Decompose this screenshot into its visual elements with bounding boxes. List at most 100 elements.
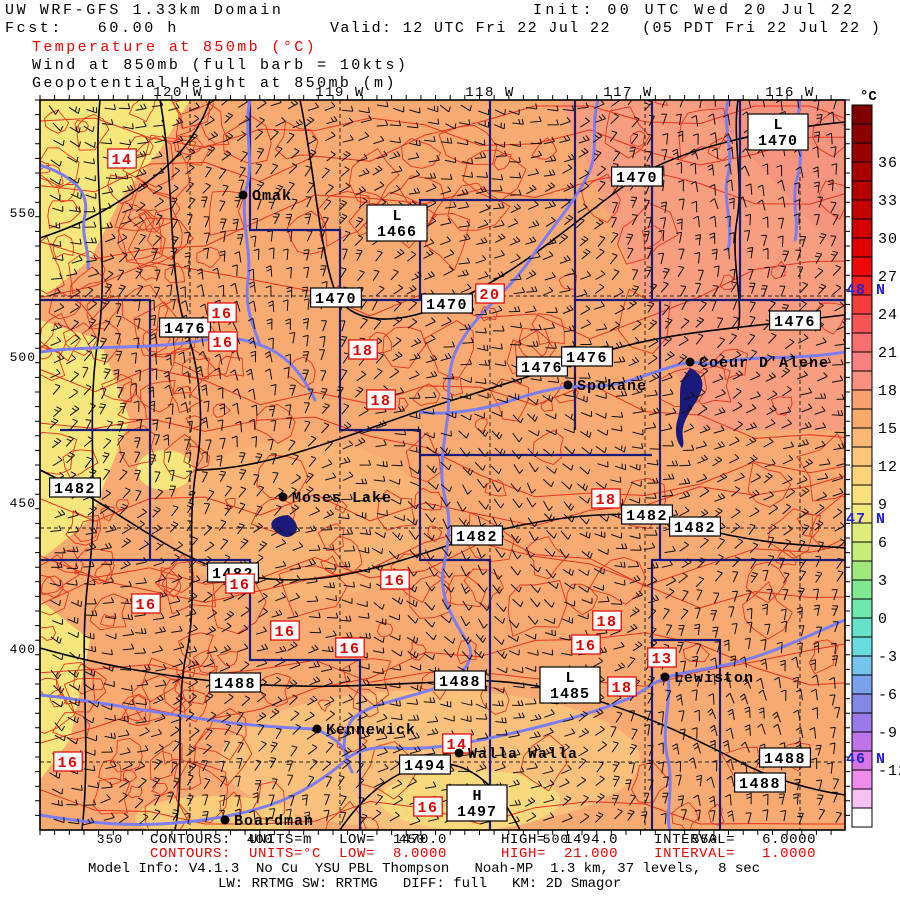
height-label: 1470 (310, 287, 363, 308)
colorbar-tick-label: 33 (878, 193, 898, 210)
city-name: Coeur D'Alene (699, 355, 829, 372)
county-border (650, 100, 662, 830)
svg-text:16: 16 (575, 638, 596, 655)
colorbar-cell (851, 256, 873, 277)
city-dot (685, 357, 695, 367)
svg-text:1466: 1466 (377, 224, 417, 241)
colorbar-cell (851, 769, 873, 790)
svg-text:1488: 1488 (764, 751, 806, 768)
height-contour (40, 100, 211, 239)
colorbar-tick-label: 12 (878, 459, 898, 476)
temp-label: 16 (208, 331, 238, 352)
svg-text:16: 16 (212, 335, 233, 352)
colorbar-tick-label: 6 (878, 535, 888, 552)
city-name: Spokane (577, 378, 647, 395)
model-info: Model Info: V4.1.3 No Cu YSU PBL Thompso… (88, 861, 761, 877)
svg-text:16: 16 (339, 641, 360, 658)
legend-temperature: Temperature at 850mb (°C) (32, 39, 318, 56)
city-name: Lewiston (674, 670, 754, 687)
colorbar-tick-label: -3 (878, 649, 898, 666)
svg-text:16: 16 (384, 573, 405, 590)
init-time: Init: 00 UTC Wed 20 Jul 22 (533, 2, 856, 19)
city-dot (312, 724, 322, 734)
svg-text:18: 18 (595, 492, 616, 509)
colorbar-tick-label: 3 (878, 573, 888, 590)
colorbar-cell (851, 731, 873, 752)
height-label: 1488 (209, 672, 262, 693)
county-border (652, 638, 722, 830)
colorbar-tick-label: 21 (878, 345, 898, 362)
y-grid-label: 500 (10, 350, 36, 365)
city-dot (660, 672, 670, 682)
city-dot (238, 190, 248, 200)
wind-barbs (48, 100, 845, 826)
river (418, 350, 845, 415)
colorbar-tick-label: 15 (878, 421, 898, 438)
colorbar-cell (851, 693, 873, 714)
colorbar-cell (851, 313, 873, 334)
lon-label: 118 W (465, 85, 515, 101)
colorbar-cell (851, 560, 873, 581)
city-name: Walla Walla (468, 746, 578, 763)
map-frame (39, 99, 846, 831)
svg-text:18: 18 (370, 393, 391, 410)
axis-ticks (35, 95, 850, 835)
colorbar-tick-label: 9 (878, 497, 888, 514)
height-label: 1476 (560, 346, 613, 367)
lat-label: 48 N (846, 282, 886, 299)
river (40, 756, 350, 827)
city-marker: Omak (238, 188, 291, 205)
colorbar-cell (851, 370, 873, 391)
colorbar-cell (851, 465, 873, 486)
height-label: 1494 (399, 754, 452, 775)
svg-text:1488: 1488 (739, 776, 781, 793)
colorbar-tick-label: 36 (878, 155, 898, 172)
svg-text:L: L (392, 208, 401, 225)
colorbar-cell (851, 142, 873, 163)
svg-text:16: 16 (274, 624, 295, 641)
city-marker: Kennewick (312, 722, 415, 739)
contour-info-temperature: CONTOURS: UNITS=°C LOW= 8.0000 HIGH= 21.… (150, 846, 817, 862)
county-border (488, 100, 577, 202)
colorbar-units: °C (860, 89, 877, 105)
svg-text:13: 13 (651, 651, 672, 668)
svg-text:1488: 1488 (439, 674, 481, 691)
colorbar-tick-label: 30 (878, 231, 898, 248)
temp-label: 20 (475, 283, 505, 304)
svg-text:1470: 1470 (758, 133, 798, 150)
svg-text:1476: 1476 (566, 350, 608, 367)
svg-text:16: 16 (211, 306, 232, 323)
svg-text:16: 16 (229, 577, 250, 594)
cool-terrain-patch (40, 600, 90, 780)
colorbar-cell (851, 389, 873, 410)
svg-text:16: 16 (135, 597, 156, 614)
y-grid-label: 450 (10, 496, 36, 511)
svg-text:1476: 1476 (521, 360, 563, 377)
colorbar-cell (851, 541, 873, 562)
temp-label: 16 (413, 796, 443, 817)
colorbar-cell (851, 332, 873, 353)
cool-terrain-patch (40, 320, 130, 560)
city-marker: Lewiston (660, 670, 754, 687)
colorbar-cell (851, 408, 873, 429)
temp-label: 16 (571, 634, 601, 655)
svg-text:20: 20 (479, 287, 500, 304)
colorbar-cell (851, 123, 873, 144)
y-grid-label: 400 (10, 642, 36, 657)
svg-text:18: 18 (352, 343, 373, 360)
temp-label: 16 (225, 573, 255, 594)
lon-label: 116 W (765, 85, 815, 101)
colorbar-cell (851, 104, 873, 125)
height-label: 1476 (768, 310, 821, 331)
river (40, 693, 317, 731)
temp-label: 13 (647, 647, 677, 668)
x-grid-label: 400 (247, 832, 273, 847)
field-legend: Temperature at 850mb (°C) Wind at 850mb … (32, 39, 408, 93)
height-label: 1482 (668, 516, 721, 537)
colorbar-cell (851, 161, 873, 182)
